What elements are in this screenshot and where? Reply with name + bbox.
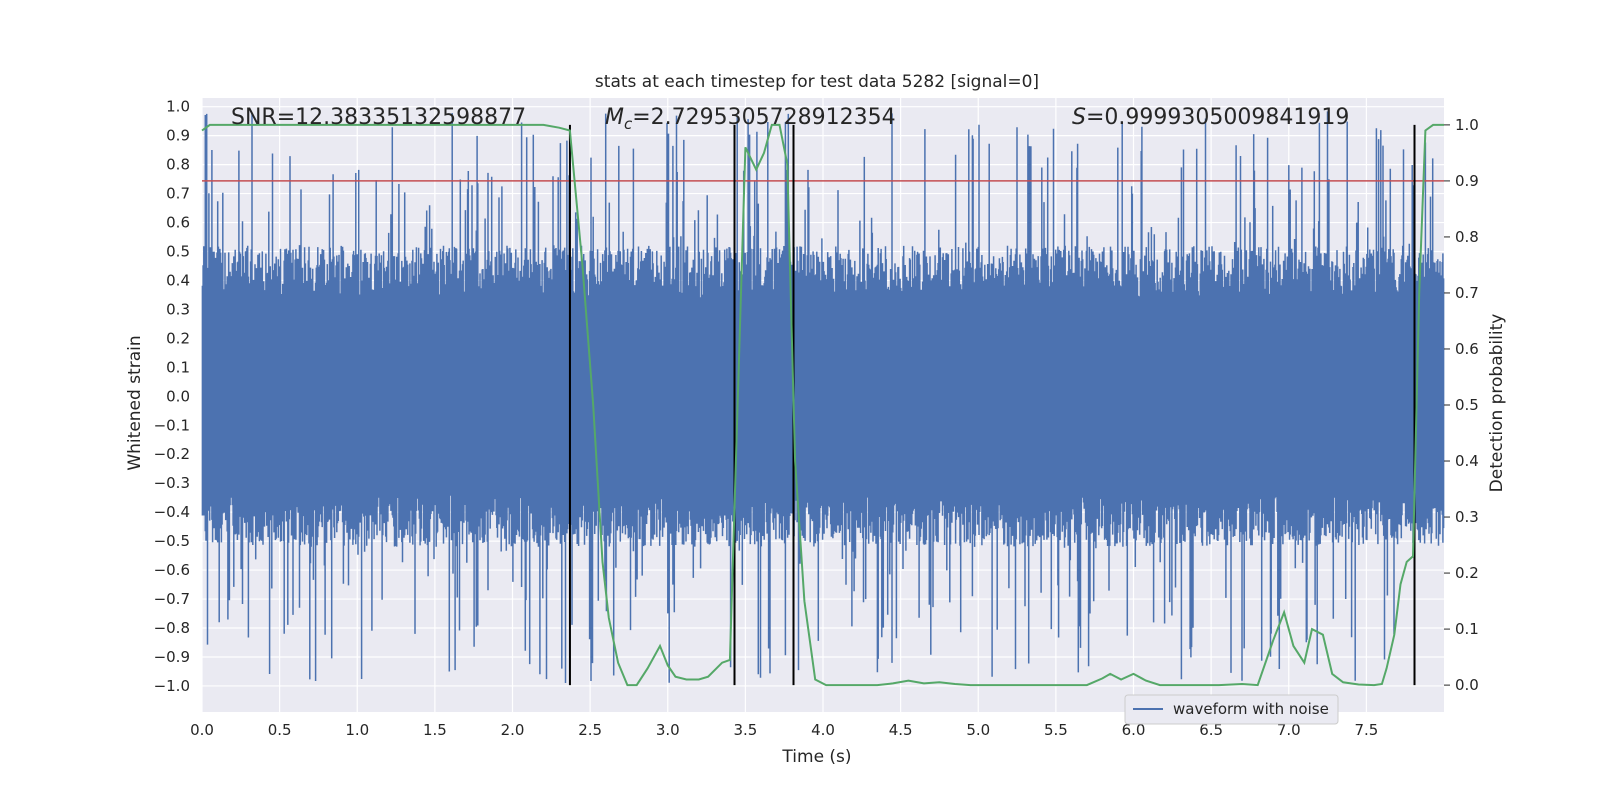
x-tick-label: 3.5 xyxy=(733,721,757,739)
y-tick-label: −0.2 xyxy=(154,445,190,463)
x-tick-label: 2.0 xyxy=(501,721,525,739)
s-annotation: S=0.9999305009841919 xyxy=(1072,105,1349,130)
x-tick-label: 0.0 xyxy=(190,721,214,739)
x-tick-label: 0.5 xyxy=(268,721,292,739)
x-tick-label: 1.5 xyxy=(423,721,447,739)
y-tick-label: 0.1 xyxy=(166,358,190,376)
y-tick-label: −0.4 xyxy=(154,503,190,521)
y2-tick-label: 0.5 xyxy=(1455,396,1479,414)
y2-tick-label: 0.6 xyxy=(1455,340,1479,358)
x-tick-label: 3.0 xyxy=(656,721,680,739)
y-tick-label: 0.0 xyxy=(166,387,190,405)
probability-series xyxy=(201,123,1444,687)
x-tick-label: 6.0 xyxy=(1122,721,1146,739)
chirp-mass-annotation: Mc=2.7295305728912354 xyxy=(605,105,896,133)
y2-tick-label: 1.0 xyxy=(1455,116,1479,134)
y-tick-label: −1.0 xyxy=(154,677,190,695)
y2-tick-label: 0.9 xyxy=(1455,172,1479,190)
y-tick-label: 1.0 xyxy=(166,98,190,116)
y-tick-label: 0.6 xyxy=(166,214,190,232)
x-axis-label: Time (s) xyxy=(781,747,851,767)
axis-ticks: 0.0 0.5 1.0 1.5 2.0 2.5 3.0 3.5 4.0 4.5 5.0 5.5 6.0 6… xyxy=(154,98,1479,739)
y-tick-label: −0.5 xyxy=(154,532,190,550)
s-value: =0.9999305009841919 xyxy=(1086,105,1349,130)
y2-tick-label: 0.4 xyxy=(1455,452,1479,470)
y2-tick-label: 0.7 xyxy=(1455,284,1479,302)
x-tick-label: 4.0 xyxy=(811,721,835,739)
chirp-mass-subscript: c xyxy=(624,115,633,133)
x-tick-label: 7.5 xyxy=(1354,721,1378,739)
y-tick-label: −0.1 xyxy=(154,416,190,434)
detection-probability-line xyxy=(201,123,1444,687)
y-tick-label: 0.5 xyxy=(166,243,190,261)
y-axis-label: Whitened strain xyxy=(125,335,145,470)
y2-axis-label: Detection probability xyxy=(1487,314,1507,493)
legend: waveform with noise xyxy=(1124,694,1339,725)
y-tick-label: 0.3 xyxy=(166,300,190,318)
x-tick-label: 5.5 xyxy=(1044,721,1068,739)
chirp-mass-value: =2.7295305728912354 xyxy=(632,105,895,130)
y-tick-label: −0.3 xyxy=(154,474,190,492)
snr-annotation: SNR=12.38335132598877 xyxy=(231,105,526,130)
y2-tick-label: 0.3 xyxy=(1455,508,1479,526)
chart-title: stats at each timestep for test data 528… xyxy=(595,72,1039,92)
x-tick-label: 2.5 xyxy=(578,721,602,739)
waveform-line xyxy=(201,111,1445,683)
x-tick-label: 6.5 xyxy=(1199,721,1223,739)
y-tick-label: −0.7 xyxy=(154,590,190,608)
legend-label: waveform with noise xyxy=(1173,700,1329,718)
chirp-mass-symbol: M xyxy=(605,105,624,130)
x-tick-label: 4.5 xyxy=(889,721,913,739)
y-tick-label: 0.4 xyxy=(166,271,190,289)
y-tick-label: 0.7 xyxy=(166,185,190,203)
y-tick-label: 0.8 xyxy=(166,156,190,174)
y2-tick-label: 0.8 xyxy=(1455,228,1479,246)
y-tick-label: 0.2 xyxy=(166,329,190,347)
y2-tick-label: 0.2 xyxy=(1455,564,1479,582)
y-tick-label: −0.8 xyxy=(154,619,190,637)
y2-tick-label: 0.0 xyxy=(1455,676,1479,694)
x-tick-label: 5.0 xyxy=(966,721,990,739)
legend-box xyxy=(1124,694,1339,725)
y-tick-label: 0.9 xyxy=(166,127,190,145)
waveform-series xyxy=(201,111,1445,683)
y-tick-label: −0.6 xyxy=(154,561,190,579)
x-tick-label: 7.0 xyxy=(1277,721,1301,739)
x-tick-label: 1.0 xyxy=(345,721,369,739)
s-symbol: S xyxy=(1072,105,1086,130)
y-tick-label: −0.9 xyxy=(154,648,190,666)
y2-tick-label: 0.1 xyxy=(1455,620,1479,638)
